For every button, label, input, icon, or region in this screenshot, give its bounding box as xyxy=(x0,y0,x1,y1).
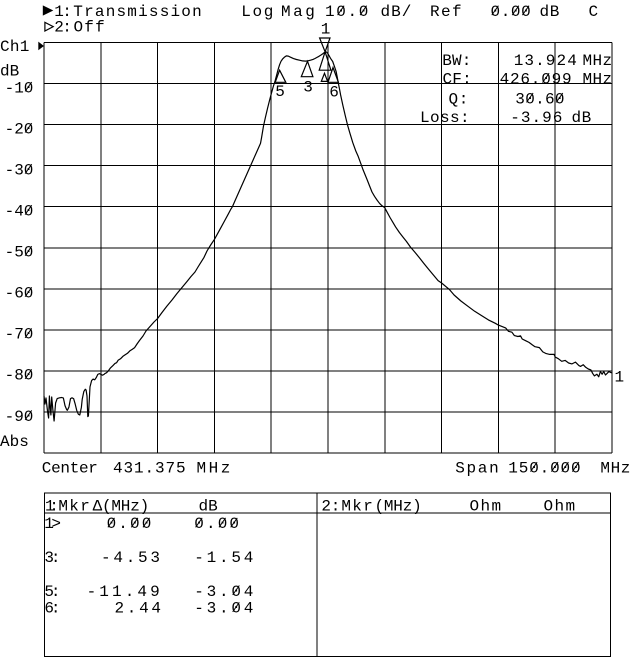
svg-text:BW:: BW: xyxy=(442,52,471,70)
svg-text::: : xyxy=(62,3,72,21)
svg-text:(MHz): (MHz) xyxy=(375,498,422,516)
svg-text:0.00: 0.00 xyxy=(491,3,532,21)
svg-text:6: 6 xyxy=(329,83,339,101)
svg-text:Log: Log xyxy=(241,3,275,21)
svg-text:Mag: Mag xyxy=(281,3,317,21)
svg-text:Ohm: Ohm xyxy=(470,498,503,516)
svg-text::: : xyxy=(49,498,59,516)
svg-text:6: 6 xyxy=(44,600,54,618)
svg-text:Mkr: Mkr xyxy=(341,498,374,516)
svg-text:-3.96: -3.96 xyxy=(510,109,563,127)
svg-text:Transmission: Transmission xyxy=(73,3,203,21)
svg-text:-50: -50 xyxy=(5,244,34,262)
svg-text:dB: dB xyxy=(199,498,218,516)
svg-text:Span: Span xyxy=(455,460,500,478)
svg-text:MHz: MHz xyxy=(583,52,613,70)
svg-text:dB: dB xyxy=(572,109,592,127)
svg-text:Abs: Abs xyxy=(0,433,29,451)
svg-text:-11.49: -11.49 xyxy=(87,583,163,601)
svg-text:Loss:: Loss: xyxy=(420,109,470,127)
svg-text::: : xyxy=(51,600,61,618)
svg-text:5: 5 xyxy=(44,583,54,601)
svg-text:3: 3 xyxy=(303,78,313,96)
svg-text:30.60: 30.60 xyxy=(515,90,565,108)
svg-text:MHz: MHz xyxy=(197,460,233,478)
svg-text:-90: -90 xyxy=(5,408,34,426)
svg-text:1: 1 xyxy=(44,515,54,533)
svg-text::: : xyxy=(331,498,341,516)
svg-text:-1.54: -1.54 xyxy=(194,549,256,567)
svg-text:Center: Center xyxy=(42,460,98,478)
svg-text:C: C xyxy=(589,3,599,21)
svg-text:-3.04: -3.04 xyxy=(194,600,256,618)
svg-text:dB: dB xyxy=(0,62,19,80)
svg-text:1: 1 xyxy=(321,21,331,39)
svg-text:Mkr: Mkr xyxy=(58,498,91,516)
svg-text::: : xyxy=(51,583,61,601)
svg-text:-60: -60 xyxy=(5,285,34,303)
svg-text:-4.53: -4.53 xyxy=(101,549,163,567)
svg-text:Ref: Ref xyxy=(430,3,463,21)
svg-text:2: 2 xyxy=(54,19,64,37)
svg-text:10.0: 10.0 xyxy=(325,3,370,21)
svg-text:431.375: 431.375 xyxy=(113,460,187,478)
svg-text:0.00: 0.00 xyxy=(194,515,241,533)
svg-text:150.000: 150.000 xyxy=(508,460,581,478)
svg-text:-20: -20 xyxy=(5,120,34,138)
svg-text:Off: Off xyxy=(74,19,106,37)
svg-text:2.44: 2.44 xyxy=(115,600,164,618)
svg-text::: : xyxy=(62,19,72,37)
svg-text:0.00: 0.00 xyxy=(107,515,154,533)
svg-text:dB/: dB/ xyxy=(381,3,413,21)
svg-text:MHz: MHz xyxy=(600,460,631,478)
svg-text:CF:: CF: xyxy=(443,71,472,89)
svg-text:1: 1 xyxy=(54,3,64,21)
svg-text:5: 5 xyxy=(275,83,285,101)
svg-text:MHz: MHz xyxy=(583,71,613,89)
svg-text:>: > xyxy=(51,515,61,533)
svg-text:dB: dB xyxy=(540,3,560,21)
svg-text:1: 1 xyxy=(615,369,625,387)
svg-text:2: 2 xyxy=(321,498,331,516)
svg-text:13.924: 13.924 xyxy=(514,52,578,70)
svg-text:Q:: Q: xyxy=(449,90,469,108)
svg-text:-40: -40 xyxy=(5,203,34,221)
svg-text:-3.04: -3.04 xyxy=(194,583,256,601)
svg-text:-80: -80 xyxy=(5,367,34,385)
svg-text:-10: -10 xyxy=(5,79,34,97)
svg-text:Ch1: Ch1 xyxy=(0,38,30,56)
svg-text:-70: -70 xyxy=(5,326,34,344)
svg-text:-30: -30 xyxy=(5,162,34,180)
svg-text:426.099: 426.099 xyxy=(500,71,573,89)
svg-text:Ohm: Ohm xyxy=(544,498,577,516)
svg-text::: : xyxy=(51,549,61,567)
svg-text:1: 1 xyxy=(45,498,55,516)
svg-text:3: 3 xyxy=(44,549,54,567)
svg-text:Δ(MHz): Δ(MHz) xyxy=(93,498,149,516)
